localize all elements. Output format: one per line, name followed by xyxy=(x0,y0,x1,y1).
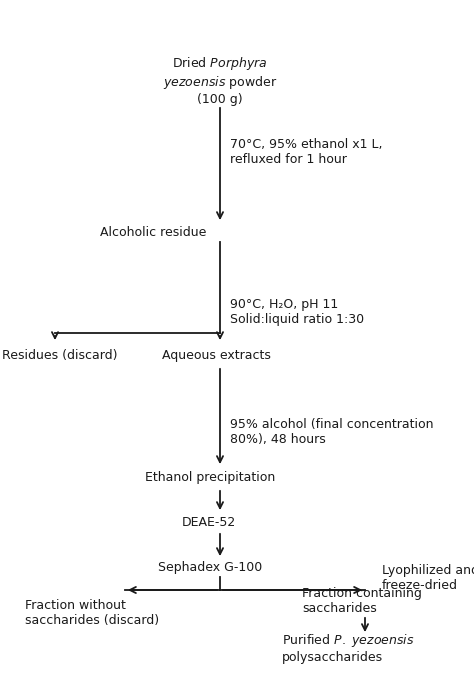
Text: Fraction without
saccharides (discard): Fraction without saccharides (discard) xyxy=(25,599,159,627)
Text: Purified $\it{P.}$ $\it{yezoensis}$
polysaccharides: Purified $\it{P.}$ $\it{yezoensis}$ poly… xyxy=(282,632,415,664)
Text: Residues (discard): Residues (discard) xyxy=(2,349,118,361)
Text: Aqueous extracts: Aqueous extracts xyxy=(162,349,271,361)
Text: DEAE-52: DEAE-52 xyxy=(182,516,236,528)
Text: Sephadex G-100: Sephadex G-100 xyxy=(158,561,262,575)
Text: 70°C, 95% ethanol x1 L,
refluxed for 1 hour: 70°C, 95% ethanol x1 L, refluxed for 1 h… xyxy=(230,138,383,166)
Text: Lyophilized and
freeze-dried: Lyophilized and freeze-dried xyxy=(382,564,474,592)
Text: Fraction containing
saccharides: Fraction containing saccharides xyxy=(302,587,422,615)
Text: Dried $\it{Porphyra}$
$\it{yezoensis}$ powder
(100 g): Dried $\it{Porphyra}$ $\it{yezoensis}$ p… xyxy=(163,55,277,106)
Text: Alcoholic residue: Alcoholic residue xyxy=(100,227,206,240)
Text: 95% alcohol (final concentration
80%), 48 hours: 95% alcohol (final concentration 80%), 4… xyxy=(230,418,434,446)
Text: Ethanol precipitation: Ethanol precipitation xyxy=(145,472,275,485)
Text: 90°C, H₂O, pH 11
Solid:liquid ratio 1:30: 90°C, H₂O, pH 11 Solid:liquid ratio 1:30 xyxy=(230,298,364,326)
